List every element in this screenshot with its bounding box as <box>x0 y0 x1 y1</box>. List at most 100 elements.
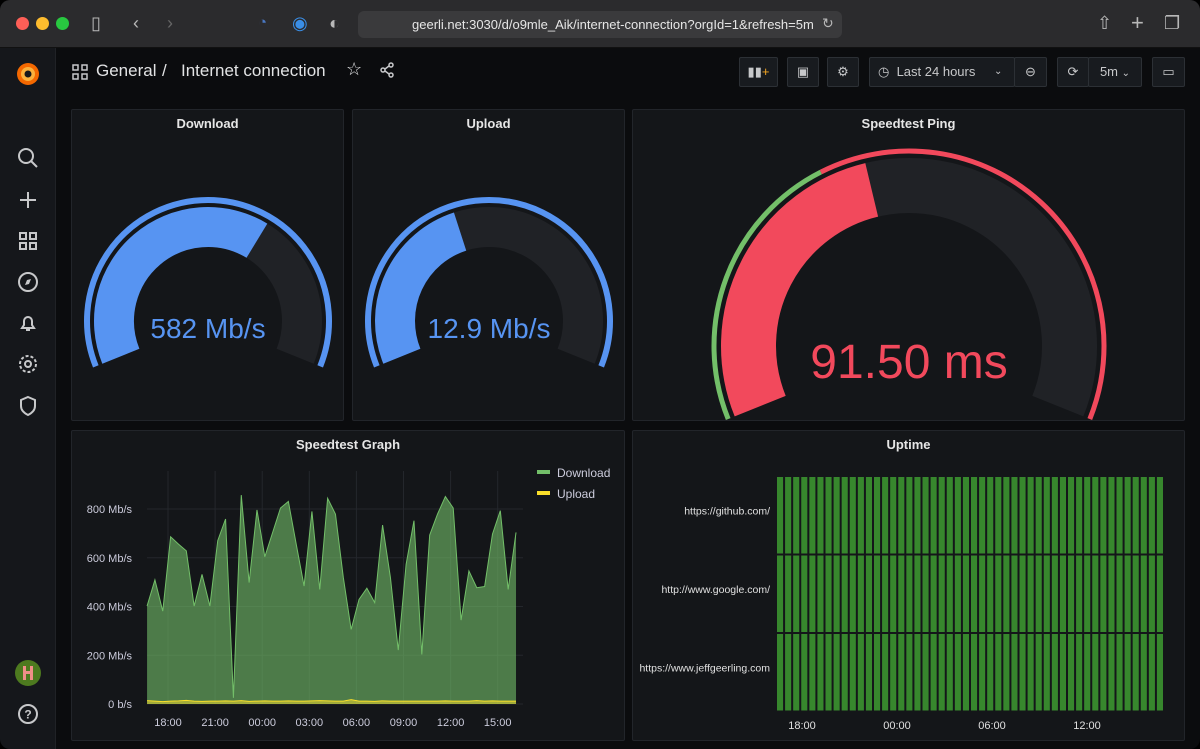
status-bar <box>1076 555 1083 632</box>
save-dashboard-button[interactable]: ▣ <box>787 57 819 87</box>
status-bar <box>882 477 889 554</box>
status-bar <box>777 555 784 632</box>
status-bar <box>1043 555 1050 632</box>
browser-toolbar: ▯ ‹ › ◔ ◉ ◐ geerli.net:3030/d/o9mle_Aik/… <box>0 0 1200 48</box>
time-range-label: Last 24 hours <box>896 64 976 79</box>
explore-icon[interactable] <box>16 270 40 294</box>
status-bar <box>849 477 856 554</box>
status-bar <box>898 634 905 711</box>
tabs-overview-icon[interactable]: ❐ <box>1164 13 1181 33</box>
y-tick-label: 600 Mb/s <box>87 553 133 565</box>
bar-chart-icon: ▮▮ <box>747 64 762 79</box>
row-label: https://www.jeffgeerling.com <box>639 662 770 674</box>
status-bar <box>922 477 929 554</box>
ping-gauge: 91.50 ms <box>711 148 1107 420</box>
rss-icon[interactable]: ◔ <box>258 14 268 31</box>
status-bar <box>914 555 921 632</box>
status-bar <box>874 555 881 632</box>
dashboard-settings-button[interactable]: ⚙ <box>827 57 859 87</box>
sidebar-toggle-icon[interactable]: ▯ <box>91 13 101 33</box>
status-bar <box>1027 555 1034 632</box>
status-bar <box>841 555 848 632</box>
plus-icon[interactable] <box>16 188 40 212</box>
status-bar <box>801 477 808 554</box>
gauge-value: 12.9 Mb/s <box>428 313 551 344</box>
status-bar <box>857 555 864 632</box>
gauge-value: 582 Mb/s <box>150 313 265 344</box>
tv-mode-button[interactable]: ▭ <box>1152 57 1185 87</box>
dashboards-grid-icon <box>72 64 88 80</box>
status-bar <box>1124 477 1131 554</box>
status-bar <box>979 634 986 711</box>
address-bar[interactable]: geerli.net:3030/d/o9mle_Aik/internet-con… <box>358 11 842 38</box>
status-bar <box>922 555 929 632</box>
save-icon: ▣ <box>796 64 810 79</box>
status-bar <box>1116 477 1123 554</box>
y-tick-label: 800 Mb/s <box>87 504 133 516</box>
status-bar <box>882 555 889 632</box>
refresh-interval-picker[interactable]: 5m ⌄ <box>1088 57 1142 87</box>
status-bar <box>890 634 897 711</box>
status-bar <box>849 555 856 632</box>
legend-item[interactable]: Download <box>557 466 610 480</box>
search-icon[interactable] <box>16 146 40 170</box>
panel-title[interactable]: Upload <box>466 116 511 131</box>
zoom-out-button[interactable]: ⊖ <box>1014 57 1047 87</box>
chevron-down-icon: ⌄ <box>1121 68 1131 79</box>
forward-icon[interactable]: › <box>167 13 173 33</box>
breadcrumb-separator: / <box>162 61 167 80</box>
status-bar <box>1076 477 1083 554</box>
add-panel-button[interactable]: ▮▮+ <box>739 57 778 87</box>
page-title[interactable]: Internet connection <box>181 61 326 80</box>
legend-item[interactable]: Upload <box>557 487 595 501</box>
status-bar <box>809 634 816 711</box>
x-tick-label: 06:00 <box>978 720 1006 732</box>
panel-title[interactable]: Speedtest Ping <box>861 116 956 131</box>
status-bar <box>1068 477 1075 554</box>
star-icon[interactable]: ☆ <box>346 59 363 79</box>
shield-icon[interactable] <box>16 394 40 418</box>
maximize-window-button[interactable] <box>56 17 69 30</box>
status-bar <box>793 477 800 554</box>
x-tick-label: 09:00 <box>390 717 418 729</box>
privacy-shield-icon[interactable]: ◐ <box>329 13 340 33</box>
status-bar <box>898 555 905 632</box>
grafana-logo-icon[interactable] <box>14 60 42 88</box>
status-bar <box>809 477 816 554</box>
clock-icon: ◷ <box>878 64 890 79</box>
status-bar <box>979 477 986 554</box>
status-bar <box>1156 477 1163 554</box>
status-bar <box>1035 555 1042 632</box>
status-bar <box>1011 634 1018 711</box>
uptime-status-history: https://github.com/http://www.google.com… <box>639 477 1163 732</box>
status-bar <box>817 634 824 711</box>
status-bar <box>995 634 1002 711</box>
user-avatar[interactable] <box>15 660 41 686</box>
status-bar <box>930 477 937 554</box>
panel-title[interactable]: Speedtest Graph <box>295 437 401 452</box>
threshold-arc-green <box>711 169 822 420</box>
breadcrumb-folder[interactable]: General <box>96 61 157 80</box>
dashboards-icon[interactable] <box>16 229 40 253</box>
time-range-picker[interactable]: ◷ Last 24 hours ⌄ <box>869 57 1015 87</box>
status-bar <box>1059 634 1066 711</box>
back-icon[interactable]: ‹ <box>133 13 139 33</box>
reload-icon[interactable]: ↻ <box>822 15 834 31</box>
password-manager-icon[interactable]: ◉ <box>292 13 308 33</box>
dashboard-header: General / Internet connection ☆ ▮▮+ ▣ ⚙ … <box>56 48 1200 98</box>
status-bar <box>1132 477 1139 554</box>
close-window-button[interactable] <box>16 17 29 30</box>
refresh-button[interactable]: ⟳ <box>1057 57 1089 87</box>
new-tab-icon[interactable]: + <box>1131 10 1144 35</box>
status-bar <box>971 634 978 711</box>
panel-title[interactable]: Download <box>176 116 239 131</box>
minimize-window-button[interactable] <box>36 17 49 30</box>
alerting-icon[interactable] <box>16 311 40 335</box>
settings-icon[interactable] <box>16 352 40 376</box>
status-bar <box>1003 634 1010 711</box>
help-icon[interactable]: ? <box>16 702 40 726</box>
share-dashboard-icon[interactable] <box>379 62 395 78</box>
panel-title[interactable]: Uptime <box>886 437 931 452</box>
share-icon[interactable]: ⇧ <box>1097 13 1113 33</box>
